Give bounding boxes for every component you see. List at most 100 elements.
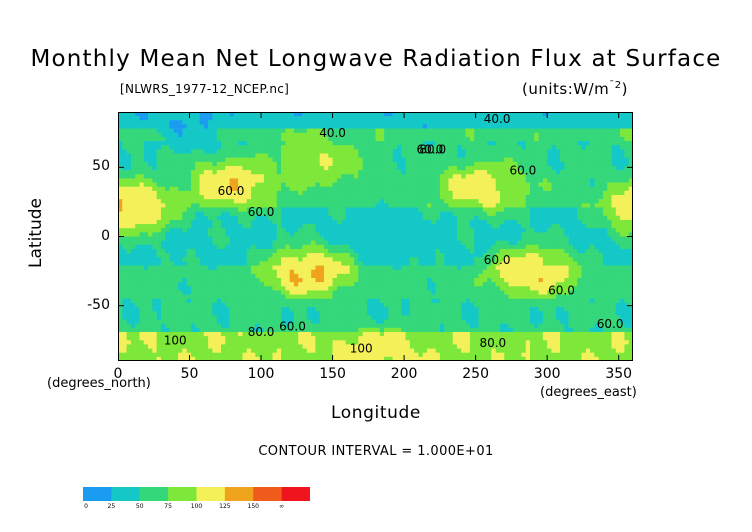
- heatmap-cell: [259, 257, 265, 262]
- heatmap-cell: [165, 286, 170, 291]
- heatmap-cell: [272, 302, 278, 308]
- heatmap-cell: [439, 136, 445, 142]
- heatmap-cell: [298, 116, 303, 121]
- heatmap-cell: [328, 356, 333, 361]
- heatmap-cell: [203, 120, 209, 125]
- heatmap-cell: [349, 149, 355, 154]
- heatmap-cell: [427, 348, 432, 353]
- heatmap-cell: [289, 331, 295, 337]
- heatmap-cell: [375, 286, 381, 291]
- heatmap-cell: [354, 290, 359, 295]
- heatmap-cell: [233, 232, 239, 237]
- heatmap-cell: [263, 282, 269, 287]
- heatmap-cell: [233, 244, 239, 250]
- heatmap-cell: [448, 302, 454, 308]
- heatmap-cell: [233, 112, 239, 117]
- heatmap-cell: [178, 190, 183, 196]
- heatmap-cell: [336, 327, 342, 333]
- heatmap-cell: [435, 352, 441, 358]
- heatmap-cell: [474, 120, 479, 125]
- heatmap-cell: [135, 269, 140, 275]
- heatmap-cell: [384, 170, 389, 175]
- heatmap-cell: [195, 120, 200, 125]
- heatmap-cell: [474, 136, 479, 142]
- heatmap-cell: [122, 286, 127, 291]
- heatmap-cell: [263, 315, 269, 320]
- heatmap-cell: [225, 157, 230, 163]
- heatmap-cell: [268, 141, 273, 146]
- heatmap-cell: [315, 294, 321, 300]
- heatmap-cell: [263, 124, 269, 129]
- heatmap-cell: [276, 128, 282, 134]
- heatmap-cell: [439, 232, 445, 237]
- heatmap-cell: [379, 112, 385, 117]
- heatmap-cell: [336, 161, 342, 167]
- heatmap-cell: [186, 132, 192, 138]
- heatmap-cell: [439, 195, 445, 200]
- heatmap-cell: [118, 294, 123, 300]
- heatmap-cell: [362, 228, 368, 233]
- heatmap-cell: [319, 178, 325, 183]
- heatmap-cell: [293, 170, 299, 175]
- heatmap-cell: [448, 261, 454, 266]
- heatmap-cell: [169, 116, 175, 121]
- heatmap-cell: [328, 145, 333, 150]
- heatmap-cell: [409, 257, 415, 262]
- heatmap-cell: [315, 186, 321, 192]
- heatmap-cell: [384, 178, 389, 183]
- heatmap-cell: [401, 174, 406, 179]
- heatmap-cell: [354, 344, 359, 349]
- heatmap-cell: [405, 273, 411, 279]
- heatmap-cell: [354, 340, 359, 345]
- heatmap-cell: [285, 182, 290, 187]
- heatmap-cell: [431, 323, 436, 329]
- heatmap-cell: [143, 120, 149, 125]
- heatmap-cell: [375, 170, 381, 175]
- heatmap-cell: [439, 120, 445, 125]
- heatmap-cell: [242, 174, 248, 179]
- heatmap-cell: [349, 269, 355, 275]
- heatmap-cell: [298, 340, 303, 345]
- heatmap-cell: [418, 120, 424, 125]
- heatmap-cell: [306, 219, 312, 225]
- heatmap-cell: [358, 232, 363, 237]
- heatmap-cell: [156, 290, 162, 295]
- heatmap-cell: [319, 336, 325, 341]
- heatmap-cell: [122, 282, 127, 287]
- heatmap-cell: [311, 190, 316, 196]
- heatmap-cell: [246, 261, 252, 266]
- heatmap-cell: [379, 315, 385, 320]
- heatmap-cell: [203, 170, 209, 175]
- heatmap-cell: [366, 141, 372, 146]
- heatmap-cell: [173, 240, 179, 246]
- heatmap-cell: [422, 278, 428, 283]
- heatmap-cell: [298, 257, 303, 262]
- heatmap-cell: [418, 190, 424, 196]
- heatmap-cell: [379, 199, 385, 204]
- heatmap-cell: [285, 190, 290, 196]
- heatmap-cell: [251, 248, 256, 254]
- heatmap-cell: [255, 261, 260, 266]
- heatmap-cell: [366, 282, 372, 287]
- heatmap-cell: [392, 132, 398, 138]
- heatmap-cell: [195, 344, 200, 349]
- heatmap-cell: [293, 165, 299, 171]
- heatmap-cell: [444, 248, 449, 254]
- heatmap-cell: [409, 141, 415, 146]
- heatmap-cell: [195, 352, 200, 358]
- heatmap-cell: [298, 352, 303, 358]
- heatmap-cell: [251, 128, 256, 134]
- heatmap-cell: [341, 186, 346, 192]
- heatmap-cell: [431, 182, 436, 187]
- heatmap-cell: [431, 302, 436, 308]
- heatmap-cell: [379, 219, 385, 225]
- heatmap-cell: [255, 195, 260, 200]
- heatmap-cell: [178, 356, 183, 361]
- heatmap-cell: [388, 315, 393, 320]
- heatmap-cell: [293, 240, 299, 246]
- heatmap-cell: [238, 331, 243, 337]
- heatmap-cell: [272, 228, 278, 233]
- heatmap-cell: [401, 190, 406, 196]
- heatmap-cell: [328, 178, 333, 183]
- heatmap-cell: [324, 315, 329, 320]
